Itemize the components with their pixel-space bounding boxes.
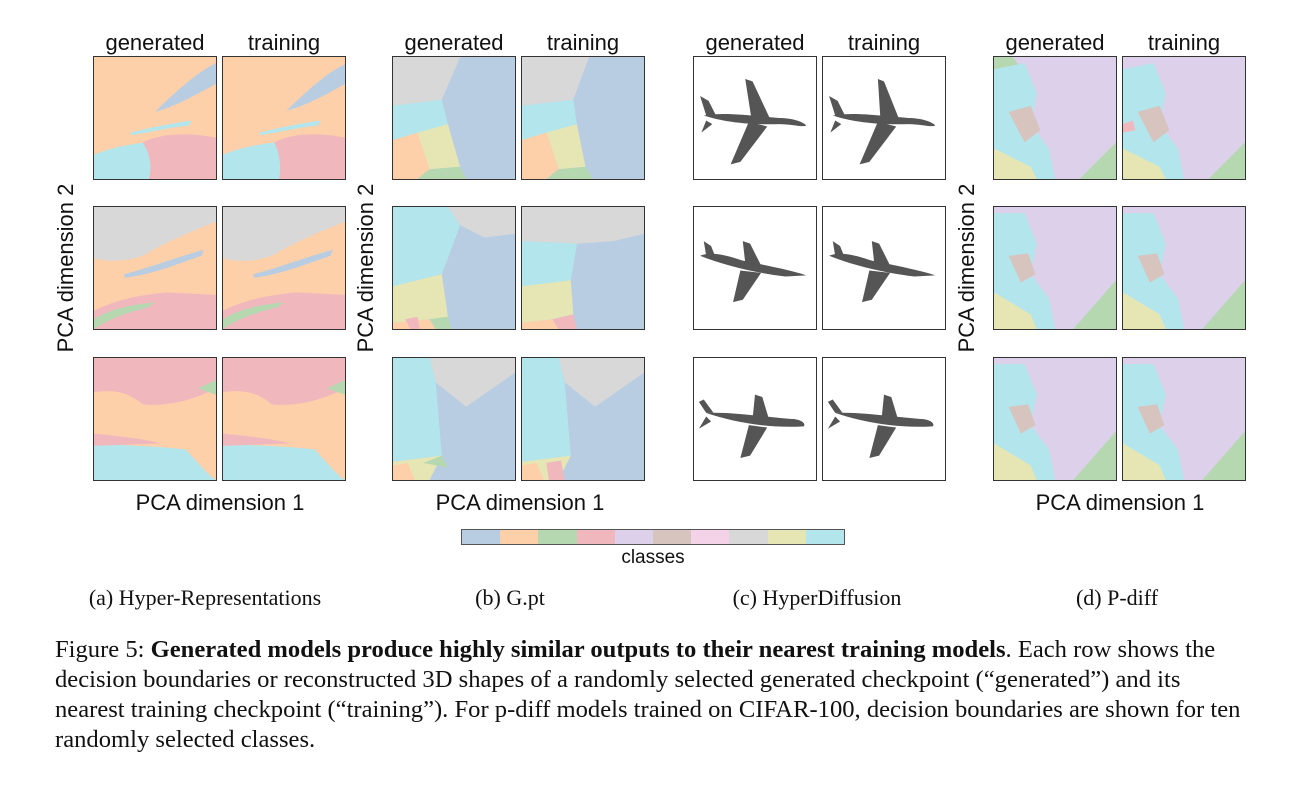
caption-bold: Generated models produce highly similar … bbox=[150, 636, 1006, 663]
colorbar-label: classes bbox=[621, 547, 685, 568]
header-training-b: training bbox=[546, 30, 620, 55]
tile-d-r3-training bbox=[1122, 357, 1246, 481]
tile-b-r2-generated bbox=[392, 206, 516, 330]
colorbar-swatch-4 bbox=[614, 530, 654, 544]
tile-a-r3-generated bbox=[93, 357, 217, 481]
tile-c-r2-training bbox=[822, 206, 946, 330]
figure-caption: Figure 5: Generated models produce highl… bbox=[55, 635, 1255, 755]
classes-colorbar bbox=[461, 529, 845, 545]
tile-d-r3-generated bbox=[993, 357, 1117, 481]
airplane-shape bbox=[827, 394, 934, 459]
tile-b-r3-generated bbox=[392, 357, 516, 481]
caption-prefix: Figure 5: bbox=[55, 636, 151, 663]
header-training-a: training bbox=[247, 30, 321, 55]
airplane-shape bbox=[829, 241, 936, 303]
tile-d-r2-generated bbox=[993, 206, 1117, 330]
colorbar-swatch-3 bbox=[576, 530, 615, 544]
airplane-shape bbox=[698, 394, 805, 459]
colorbar-swatch-2 bbox=[538, 530, 577, 544]
colorbar-swatch-5 bbox=[653, 530, 692, 544]
tile-b-r1-generated bbox=[392, 56, 516, 180]
tile-c-r3-training bbox=[822, 357, 946, 481]
caption-body: . Each row shows the decision boundaries… bbox=[55, 636, 1241, 753]
subcaption-c: (c) HyperDiffusion bbox=[732, 585, 902, 610]
header-generated-d: generated bbox=[1005, 30, 1105, 55]
tile-a-r1-training bbox=[222, 56, 346, 180]
header-generated-a: generated bbox=[105, 30, 205, 55]
x-axis-label-d: PCA dimension 1 bbox=[1035, 490, 1205, 515]
tile-c-r3-generated bbox=[693, 357, 817, 481]
header-training-d: training bbox=[1147, 30, 1221, 55]
colorbar-swatch-9 bbox=[805, 530, 845, 544]
tile-b-r2-training bbox=[521, 206, 645, 330]
subcaption-d: (d) P-diff bbox=[1075, 585, 1159, 610]
y-axis-label-a: PCA dimension 2 bbox=[53, 183, 78, 353]
y-axis-label-b: PCA dimension 2 bbox=[353, 183, 378, 353]
tile-b-r3-training bbox=[521, 357, 645, 481]
tile-d-r2-training bbox=[1122, 206, 1246, 330]
tile-a-r2-training bbox=[222, 206, 346, 330]
y-axis-label-d: PCA dimension 2 bbox=[954, 183, 979, 353]
airplane-shape bbox=[700, 241, 807, 303]
header-generated-b: generated bbox=[404, 30, 504, 55]
airplane-shape bbox=[700, 78, 807, 165]
tile-c-r1-training bbox=[822, 56, 946, 180]
header-training-c: training bbox=[847, 30, 921, 55]
tile-c-r1-generated bbox=[693, 56, 817, 180]
x-axis-label-a: PCA dimension 1 bbox=[135, 490, 305, 515]
colorbar-swatch-6 bbox=[691, 530, 730, 544]
x-axis-label-b: PCA dimension 1 bbox=[435, 490, 605, 515]
tile-a-r3-training bbox=[222, 357, 346, 481]
tile-b-r1-training bbox=[521, 56, 645, 180]
colorbar-swatch-0 bbox=[462, 530, 501, 544]
colorbar-swatch-8 bbox=[767, 530, 806, 544]
airplane-shape bbox=[829, 78, 936, 165]
tile-d-r1-training bbox=[1122, 56, 1246, 180]
colorbar-swatch-7 bbox=[729, 530, 768, 544]
tile-d-r1-generated bbox=[993, 56, 1117, 180]
header-generated-c: generated bbox=[705, 30, 805, 55]
tile-c-r2-generated bbox=[693, 206, 817, 330]
tile-a-r2-generated bbox=[93, 206, 217, 330]
tile-a-r1-generated bbox=[93, 56, 217, 180]
subcaption-a: (a) Hyper-Representations bbox=[88, 585, 322, 610]
colorbar-swatch-1 bbox=[500, 530, 539, 544]
subcaption-b: (b) G.pt bbox=[475, 585, 545, 610]
